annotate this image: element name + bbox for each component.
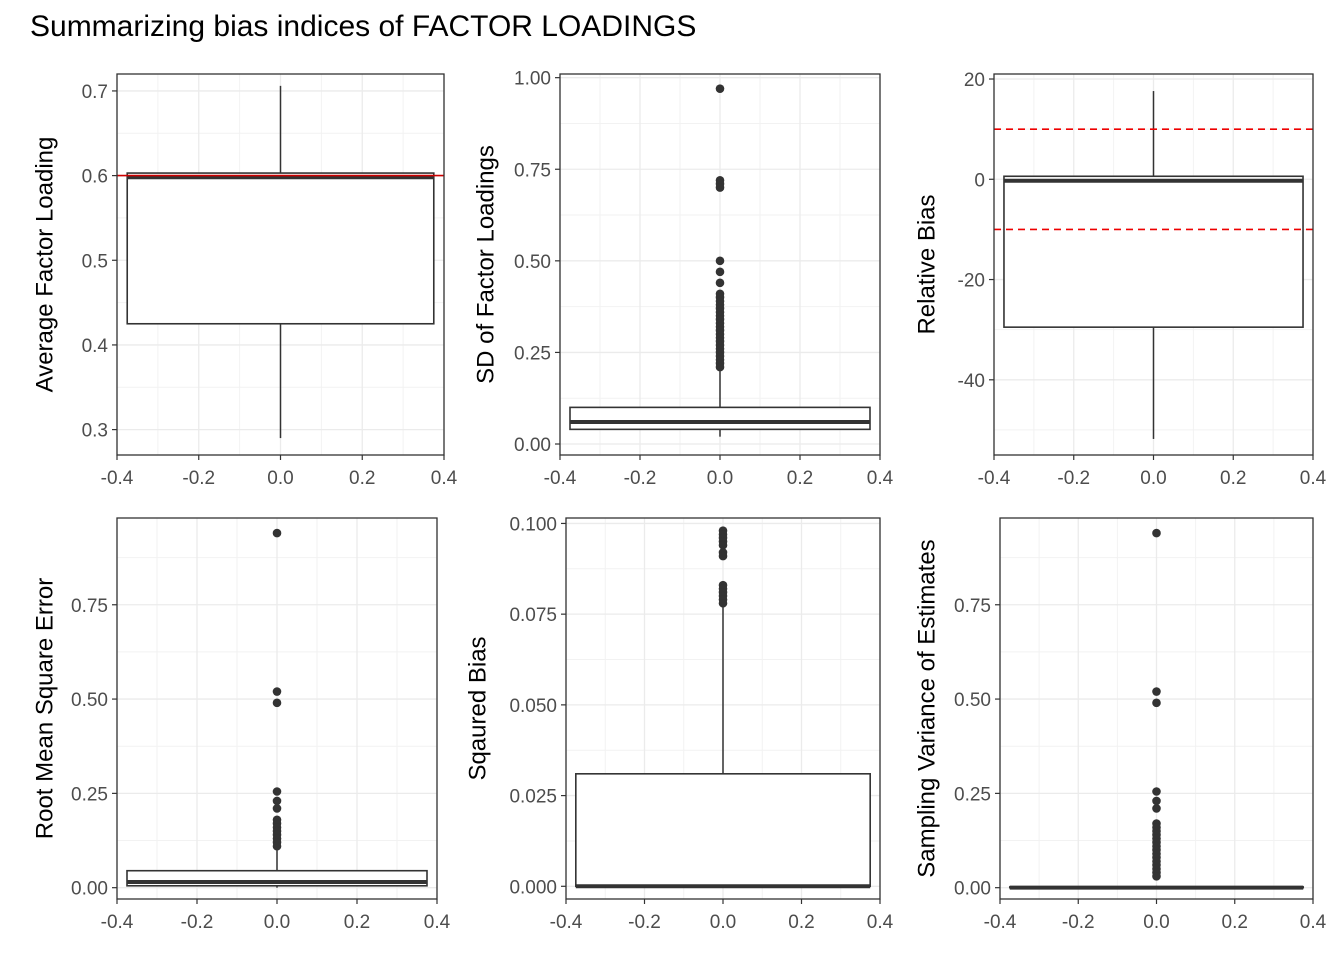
outlier-point — [272, 841, 282, 851]
x-tick-label: 0.2 — [349, 468, 375, 489]
x-tick-label: 0.4 — [867, 912, 894, 933]
x-tick-label: 0.2 — [1220, 468, 1246, 489]
y-tick-label: 0.75 — [71, 596, 108, 617]
x-tick-label: 0.4 — [1300, 468, 1327, 489]
x-tick-label: 0.0 — [264, 912, 290, 933]
box — [126, 172, 435, 325]
outlier-point — [1152, 872, 1161, 881]
outlier-point — [272, 528, 282, 538]
y-tick-label: 0.050 — [509, 696, 557, 717]
x-tick-label: 0.0 — [710, 912, 736, 933]
y-axis-label: Relative Bias — [913, 194, 940, 334]
x-tick-label: 0.2 — [787, 468, 813, 489]
y-tick-label: 0.075 — [509, 605, 557, 626]
y-tick-label: 0.25 — [954, 784, 991, 805]
x-tick-label: 0.4 — [867, 468, 894, 489]
y-axis-label: Average Factor Loading — [31, 137, 58, 393]
outlier-point — [718, 540, 728, 550]
x-tick-label: -0.2 — [1062, 912, 1095, 933]
outlier-point — [718, 598, 728, 608]
outlier-point — [272, 787, 282, 796]
outlier-point — [715, 183, 725, 192]
x-tick-label: -0.4 — [984, 912, 1017, 933]
x-tick-label: -0.4 — [544, 468, 577, 489]
y-tick-label: 0.100 — [509, 514, 557, 535]
outlier-point — [718, 551, 728, 561]
x-tick-label: 0.2 — [344, 912, 370, 933]
outlier-point — [1152, 796, 1161, 806]
outlier-point — [1152, 804, 1161, 813]
y-tick-label: 0.00 — [954, 879, 991, 900]
y-axis-label: Root Mean Square Error — [31, 578, 58, 839]
y-tick-label: 0.5 — [82, 251, 108, 272]
y-tick-label: 0.6 — [82, 167, 108, 188]
outlier-point — [1152, 787, 1161, 796]
outlier-point — [715, 256, 725, 266]
x-tick-label: 0.2 — [1222, 912, 1248, 933]
outlier-point — [715, 362, 725, 372]
y-tick-label: 0.00 — [514, 435, 551, 456]
y-tick-label: 0.50 — [71, 690, 108, 711]
outlier-point — [1152, 698, 1161, 708]
y-tick-label: 0.4 — [82, 336, 109, 357]
y-tick-label: 20 — [964, 70, 985, 91]
x-tick-label: 0.0 — [1140, 468, 1166, 489]
y-tick-label: 0.50 — [514, 252, 551, 273]
y-tick-label: 0.75 — [514, 160, 551, 181]
figure-title: Summarizing bias indices of FACTOR LOADI… — [30, 10, 697, 43]
x-tick-label: 0.0 — [1143, 912, 1169, 933]
outlier-point — [272, 698, 282, 708]
x-tick-label: 0.0 — [707, 468, 733, 489]
x-tick-label: -0.2 — [628, 912, 661, 933]
y-axis-label: SD of Factor Loadings — [472, 145, 499, 384]
box — [575, 773, 871, 888]
box — [569, 406, 871, 431]
outlier-point — [715, 267, 725, 277]
outlier-point — [715, 278, 725, 288]
y-tick-label: 0.25 — [514, 343, 551, 364]
y-tick-label: 0.25 — [71, 784, 108, 805]
outlier-point — [1152, 528, 1161, 538]
y-tick-label: -40 — [958, 371, 985, 392]
x-tick-label: -0.2 — [181, 912, 214, 933]
outlier-point — [1152, 687, 1161, 696]
x-tick-label: 0.4 — [1300, 912, 1327, 933]
panel-4: -0.4 -0.2 0.0 0.2 0.4 0.00 0.25 0.50 0.75 Root Me… — [31, 517, 451, 933]
x-tick-label: -0.2 — [182, 468, 215, 489]
x-tick-label: 0.4 — [424, 912, 451, 933]
panel-6: -0.4 -0.2 0.0 0.2 0.4 0.00 0.25 0.50 0.75 Samplin… — [913, 517, 1327, 933]
x-tick-label: -0.4 — [101, 468, 134, 489]
panel-5: -0.4 -0.2 0.0 0.2 0.4 0.000 0.025 0.050 0.075 0.1… — [464, 514, 893, 933]
x-tick-label: 0.0 — [267, 468, 293, 489]
x-tick-label: -0.4 — [978, 468, 1011, 489]
x-tick-label: -0.2 — [1057, 468, 1090, 489]
x-tick-label: -0.4 — [550, 912, 583, 933]
y-tick-label: 1.00 — [514, 69, 551, 90]
outlier-point — [272, 796, 282, 806]
y-tick-label: 0.3 — [82, 421, 108, 442]
x-tick-label: -0.2 — [624, 468, 657, 489]
outlier-point — [715, 84, 725, 93]
panel-2: -0.4 -0.2 0.0 0.2 0.4 0.00 0.25 0.50 0.75 1.00 SD … — [472, 69, 893, 489]
x-tick-label: 0.4 — [431, 468, 458, 489]
y-axis-label: Sampling Variance of Estimates — [913, 539, 940, 877]
y-tick-label: 0.7 — [82, 82, 108, 103]
panel-3: -0.4 -0.2 0.0 0.2 0.4 -40 -20 0 20 Relative Bias — [913, 70, 1326, 489]
y-tick-label: 0 — [974, 170, 985, 191]
y-axis-label: Sqaured Bias — [464, 636, 491, 780]
y-tick-label: 0.000 — [509, 877, 557, 898]
panel-1: -0.4 -0.2 0.0 0.2 0.4 0.3 0.4 0.5 0.6 0.7 Average … — [31, 73, 458, 489]
y-tick-label: 0.025 — [509, 787, 557, 808]
x-tick-label: 0.2 — [788, 912, 814, 933]
y-tick-label: 0.00 — [71, 879, 108, 900]
y-tick-label: 0.75 — [954, 596, 991, 617]
y-tick-label: -20 — [958, 271, 985, 292]
box — [1003, 175, 1304, 328]
y-tick-label: 0.50 — [954, 690, 991, 711]
outlier-point — [272, 687, 282, 696]
outlier-point — [272, 804, 282, 813]
x-tick-label: -0.4 — [101, 912, 134, 933]
